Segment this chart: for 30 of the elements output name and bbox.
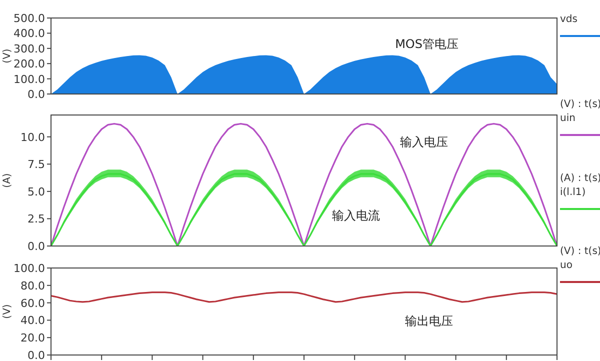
y-tick-label: 500.0 — [14, 12, 45, 25]
y-axis-title: (V) — [2, 304, 13, 319]
y-tick-label: 0.0 — [28, 349, 45, 361]
text: uin — [560, 113, 576, 124]
text: uo — [560, 260, 572, 271]
y-tick-label: 2.5 — [28, 212, 45, 226]
y-tick-label: 200.0 — [14, 58, 45, 71]
annotation: MOS管电压 — [395, 37, 458, 52]
y-axis-title: (V) — [2, 48, 13, 64]
y-axis-title: (A) — [2, 173, 13, 188]
y-tick-label: 5.0 — [28, 185, 45, 198]
y-tick-label: 40.0 — [20, 314, 45, 328]
y-tick-label: 7.5 — [28, 158, 45, 172]
y-tick-label: 100.0 — [14, 72, 45, 86]
text: vds — [560, 14, 578, 25]
y-tick-label: 0.0 — [28, 88, 45, 101]
y-tick-label: 300.0 — [14, 42, 45, 56]
y-tick-label: 20.0 — [20, 332, 45, 345]
y-tick-label: 100.0 — [14, 262, 45, 275]
y-tick-label: 10.0 — [20, 130, 45, 144]
line-series — [51, 122, 557, 246]
y-tick-label: 60.0 — [20, 296, 45, 310]
y-tick-label: 0.0 — [28, 240, 45, 253]
line-series — [51, 292, 557, 303]
annotation: 输入电流 — [332, 208, 380, 223]
annotation: 输出电压 — [405, 314, 454, 328]
y-tick-label: 80.0 — [20, 279, 45, 292]
text: i(l.l1) — [560, 187, 586, 198]
y-tick-label: 400.0 — [14, 27, 45, 40]
annotation: 输入电压 — [400, 135, 448, 150]
